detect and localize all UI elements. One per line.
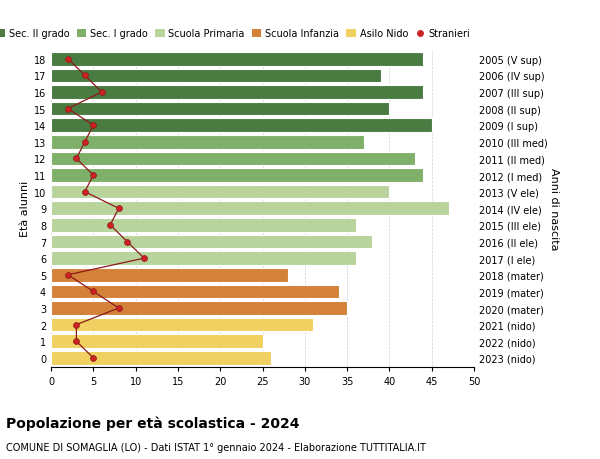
Point: [63, 56, 73, 63]
Point: [122, 238, 132, 246]
Bar: [51, 285, 338, 298]
Bar: [51, 202, 449, 216]
Bar: [51, 102, 389, 116]
Point: [114, 205, 124, 213]
Point: [106, 222, 115, 229]
Point: [97, 89, 107, 96]
Bar: [51, 86, 423, 100]
Point: [63, 272, 73, 279]
Point: [80, 139, 89, 146]
Bar: [51, 351, 271, 365]
Bar: [51, 185, 389, 199]
Bar: [51, 69, 381, 83]
Y-axis label: Età alunni: Età alunni: [20, 181, 29, 237]
Point: [71, 321, 81, 329]
Bar: [51, 119, 432, 133]
Point: [89, 172, 98, 179]
Point: [80, 73, 89, 80]
Bar: [51, 235, 373, 249]
Point: [80, 189, 89, 196]
Bar: [51, 218, 356, 232]
Bar: [51, 136, 364, 149]
Point: [89, 288, 98, 296]
Bar: [51, 318, 313, 332]
Y-axis label: Anni di nascita: Anni di nascita: [549, 168, 559, 250]
Point: [71, 156, 81, 163]
Text: COMUNE DI SOMAGLIA (LO) - Dati ISTAT 1° gennaio 2024 - Elaborazione TUTTITALIA.I: COMUNE DI SOMAGLIA (LO) - Dati ISTAT 1° …: [6, 442, 426, 452]
Bar: [51, 169, 423, 183]
Point: [139, 255, 149, 262]
Bar: [51, 302, 347, 315]
Point: [63, 106, 73, 113]
Legend: Sec. II grado, Sec. I grado, Scuola Primaria, Scuola Infanzia, Asilo Nido, Stran: Sec. II grado, Sec. I grado, Scuola Prim…: [0, 29, 470, 39]
Bar: [51, 53, 423, 67]
Point: [114, 305, 124, 312]
Point: [89, 122, 98, 129]
Point: [71, 338, 81, 345]
Bar: [51, 252, 356, 265]
Point: [89, 354, 98, 362]
Text: Popolazione per età scolastica - 2024: Popolazione per età scolastica - 2024: [6, 415, 299, 430]
Bar: [51, 269, 288, 282]
Bar: [51, 335, 263, 348]
Bar: [51, 152, 415, 166]
